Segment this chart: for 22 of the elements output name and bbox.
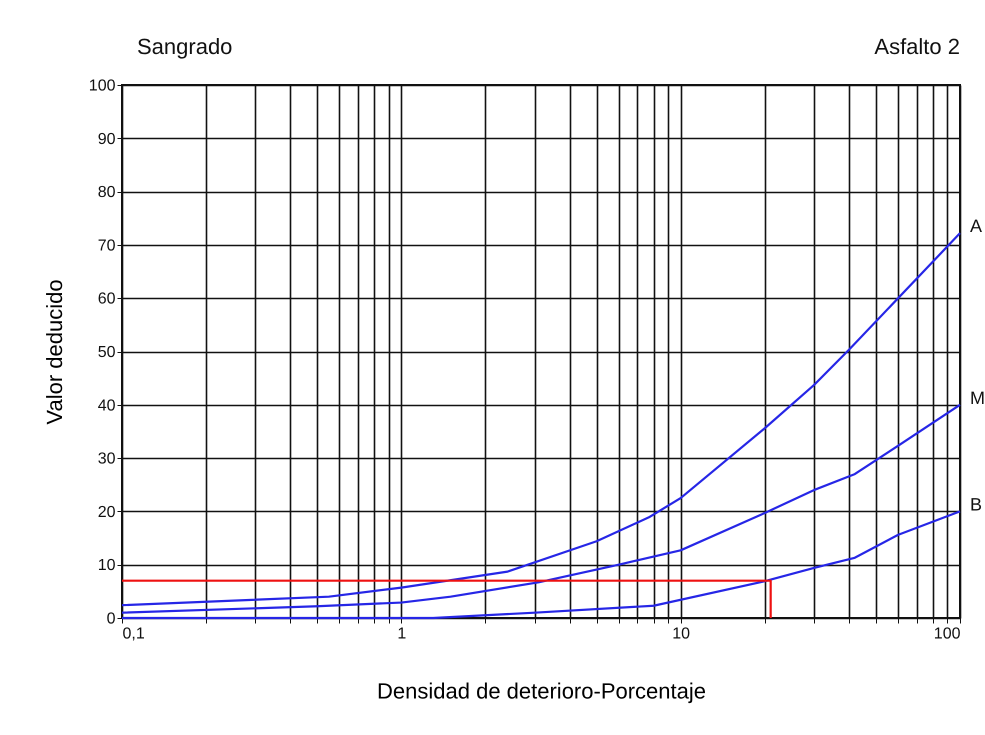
x-tick-label: 1 — [397, 626, 406, 642]
chart-title: Sangrado — [137, 34, 232, 59]
y-tick-label: 50 — [98, 344, 116, 361]
y-tick-label: 30 — [98, 450, 116, 468]
y-tick-label: 70 — [98, 237, 116, 254]
y-axis-title: Valor deducido — [42, 279, 67, 425]
series-label: M — [970, 388, 985, 408]
series-label: B — [970, 494, 982, 514]
x-tick-label: 10 — [672, 626, 690, 642]
x-tick-label: 100 — [934, 626, 961, 642]
x-axis-title: Densidad de deterioro-Porcentaje — [377, 678, 706, 704]
x-tick-label: 0,1 — [122, 626, 145, 642]
y-tick-label: 0 — [106, 610, 116, 628]
y-tick-label: 20 — [98, 504, 116, 521]
y-tick-label: 40 — [98, 397, 116, 414]
y-tick-label: 10 — [98, 557, 116, 574]
y-tick-label: 90 — [98, 130, 116, 148]
y-tick-label: 60 — [98, 290, 116, 308]
series-label: A — [970, 216, 982, 236]
y-tick-label: 80 — [98, 184, 116, 202]
chart-subtitle: Asfalto 2 — [874, 34, 960, 59]
y-tick-label: 100 — [88, 78, 116, 94]
